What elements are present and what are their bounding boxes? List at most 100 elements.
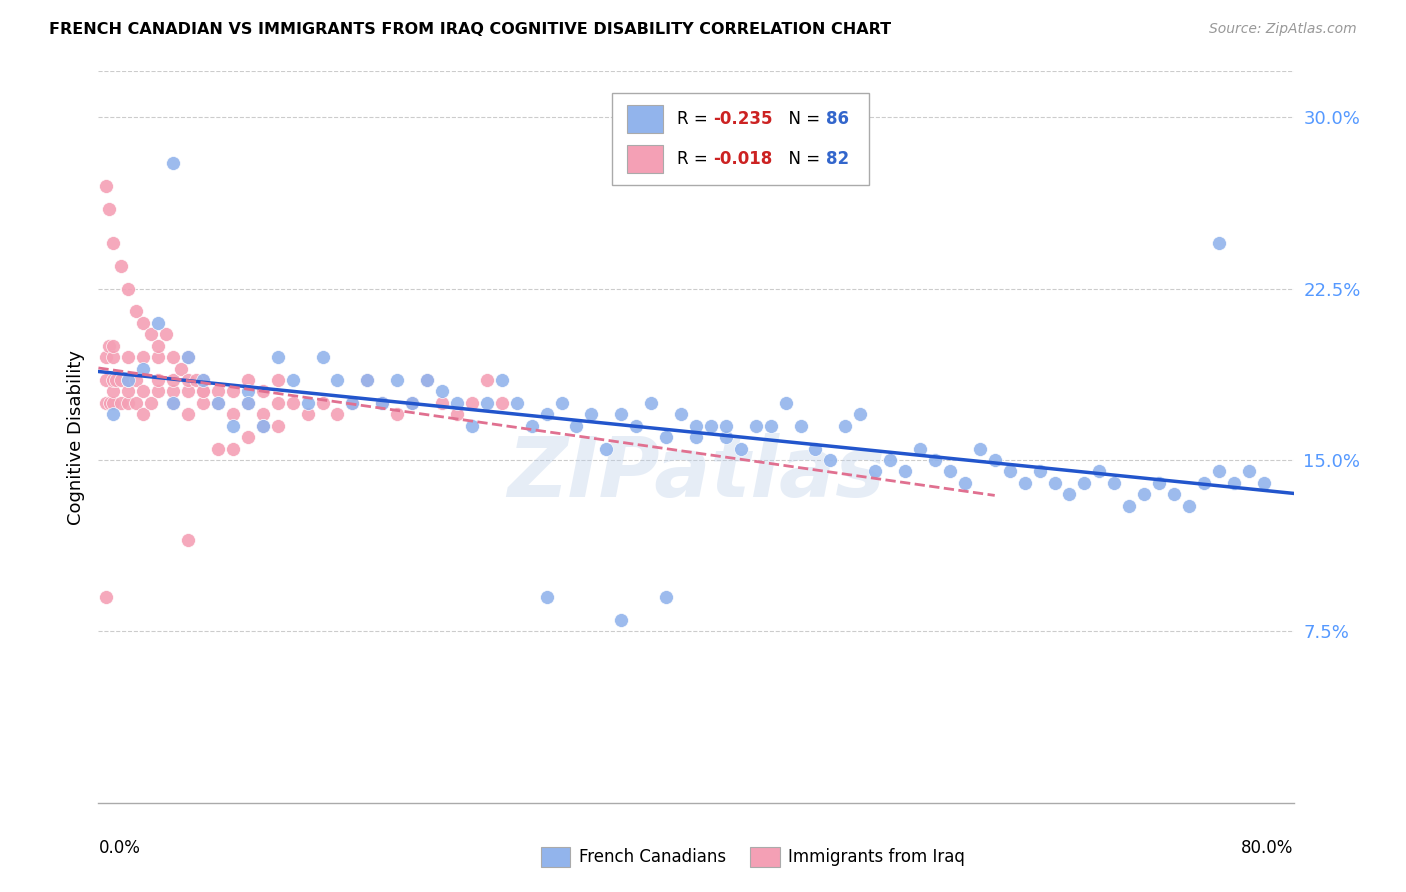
Point [461, 396, 484, 410]
Point [430, 396, 453, 410]
Point [491, 373, 513, 387]
Point [162, 384, 184, 399]
Point [1208, 235, 1230, 250]
Point [110, 396, 132, 410]
Point [94, 590, 117, 604]
Point [1059, 487, 1081, 501]
Point [97, 338, 120, 352]
Point [94, 373, 117, 387]
Point [939, 464, 962, 478]
Point [148, 338, 170, 352]
Point [342, 396, 364, 410]
Point [177, 350, 200, 364]
Point [371, 396, 394, 410]
Point [103, 338, 125, 352]
Point [908, 442, 931, 456]
Point [730, 442, 752, 456]
Point [125, 373, 148, 387]
Point [430, 384, 453, 399]
Point [1043, 475, 1066, 490]
Point [148, 373, 170, 387]
Point [1253, 475, 1275, 490]
Point [685, 418, 707, 433]
Point [148, 350, 170, 364]
Text: R =: R = [676, 110, 713, 128]
Point [267, 396, 290, 410]
Point [222, 384, 245, 399]
Point [236, 373, 259, 387]
FancyBboxPatch shape [627, 145, 662, 173]
Point [969, 442, 991, 456]
Point [1223, 475, 1246, 490]
Point [177, 384, 200, 399]
Point [1208, 464, 1230, 478]
Point [536, 407, 558, 421]
Point [252, 407, 274, 421]
Point [550, 396, 572, 410]
Point [984, 453, 1007, 467]
Point [342, 396, 364, 410]
Point [191, 384, 214, 399]
Point [177, 350, 200, 364]
Point [267, 418, 290, 433]
Point [162, 350, 184, 364]
Point [103, 407, 125, 421]
Point [155, 327, 177, 342]
Point [177, 373, 200, 387]
Point [177, 533, 200, 547]
Point [191, 373, 214, 387]
Point [669, 407, 692, 421]
Point [714, 430, 737, 444]
Point [207, 396, 229, 410]
Point [714, 418, 737, 433]
Point [371, 396, 394, 410]
Point [139, 396, 162, 410]
Point [610, 407, 633, 421]
Point [475, 396, 498, 410]
Point [125, 396, 148, 410]
Point [222, 442, 245, 456]
Point [191, 373, 214, 387]
Point [775, 396, 797, 410]
Text: -0.235: -0.235 [713, 110, 772, 128]
Point [236, 430, 259, 444]
Point [1237, 464, 1260, 478]
Point [385, 373, 409, 387]
Point [132, 407, 155, 421]
Y-axis label: Cognitive Disability: Cognitive Disability [66, 350, 84, 524]
Point [998, 464, 1021, 478]
Point [103, 350, 125, 364]
Point [148, 316, 170, 330]
Point [745, 418, 768, 433]
Point [117, 373, 139, 387]
Point [97, 202, 120, 216]
Point [834, 418, 856, 433]
Point [267, 350, 290, 364]
Point [759, 418, 782, 433]
Point [132, 361, 155, 376]
Point [865, 464, 887, 478]
Point [177, 407, 200, 421]
Point [610, 613, 633, 627]
Point [789, 418, 811, 433]
Point [94, 178, 117, 193]
Point [236, 396, 259, 410]
Point [207, 396, 229, 410]
Text: ZIPatlas: ZIPatlas [508, 434, 884, 514]
Point [297, 396, 319, 410]
Point [184, 373, 207, 387]
Point [356, 373, 378, 387]
Text: Immigrants from Iraq: Immigrants from Iraq [787, 848, 965, 866]
Point [252, 384, 274, 399]
Point [252, 418, 274, 433]
Point [1104, 475, 1126, 490]
Text: FRENCH CANADIAN VS IMMIGRANTS FROM IRAQ COGNITIVE DISABILITY CORRELATION CHART: FRENCH CANADIAN VS IMMIGRANTS FROM IRAQ … [49, 22, 891, 37]
Point [461, 418, 484, 433]
Point [267, 373, 290, 387]
Point [385, 407, 409, 421]
Point [222, 407, 245, 421]
Point [281, 373, 304, 387]
Point [98, 396, 122, 410]
Point [446, 396, 468, 410]
Point [1178, 499, 1201, 513]
